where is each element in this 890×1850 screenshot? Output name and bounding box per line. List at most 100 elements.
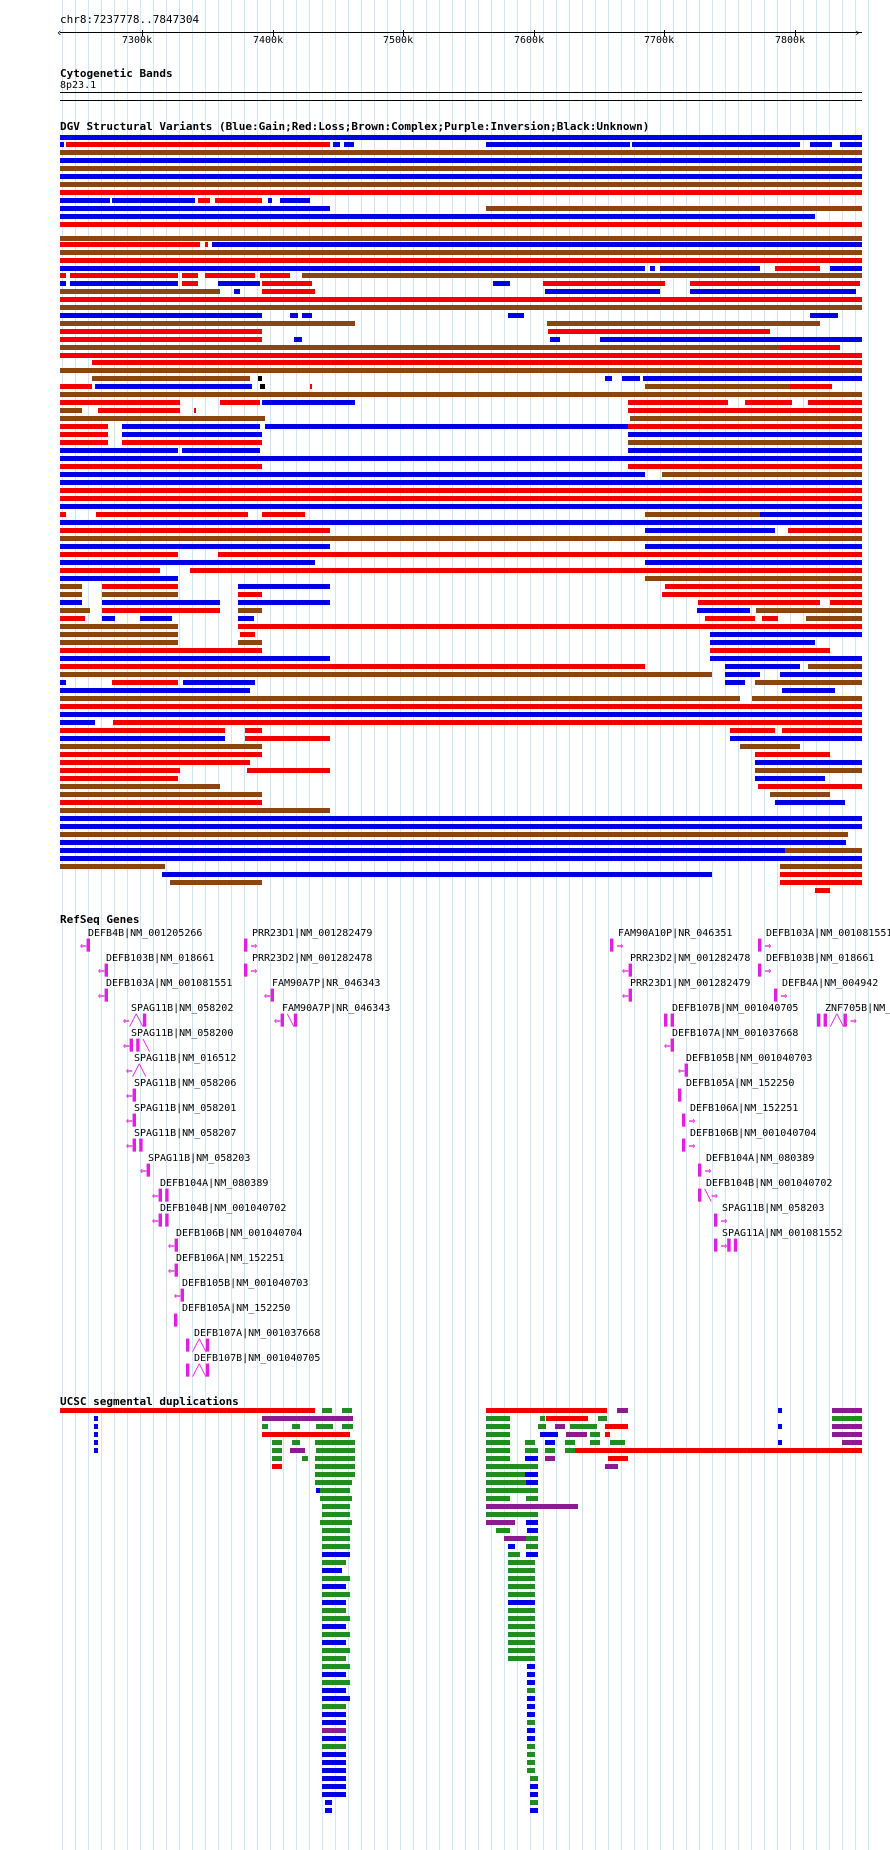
gene-label[interactable]: DEFB106A|NM_152251 <box>176 1253 285 1264</box>
gene-model[interactable]: ⇐▌ <box>140 1164 154 1177</box>
dgv-variant-bar[interactable] <box>645 560 862 565</box>
dgv-variant-bar[interactable] <box>60 432 108 437</box>
dgv-variant-bar[interactable] <box>60 198 110 203</box>
dgv-variant-bar[interactable] <box>240 632 255 637</box>
dgv-variant-bar[interactable] <box>756 608 862 613</box>
gene-model[interactable]: ▌⇒ <box>244 964 258 977</box>
dgv-variant-bar[interactable] <box>60 640 178 645</box>
gene-label[interactable]: ZNF705B|NM_001 <box>825 1003 890 1014</box>
dgv-variant-bar[interactable] <box>645 384 790 389</box>
gene-model[interactable]: ⇐╱╲ <box>126 1064 146 1077</box>
dgv-variant-bar[interactable] <box>775 266 820 271</box>
dgv-variant-bar[interactable] <box>60 592 82 597</box>
segdup-feature[interactable] <box>530 1808 538 1813</box>
gene-model[interactable]: ⇐▌ <box>98 989 112 1002</box>
dgv-variant-bar[interactable] <box>705 616 755 621</box>
segdup-feature[interactable] <box>486 1424 510 1429</box>
segdup-feature[interactable] <box>526 1544 538 1549</box>
dgv-variant-bar[interactable] <box>112 198 195 203</box>
dgv-variant-bar[interactable] <box>730 728 775 733</box>
dgv-variant-bar[interactable] <box>740 744 800 749</box>
dgv-variant-bar[interactable] <box>294 337 302 342</box>
segdup-feature[interactable] <box>316 1488 320 1493</box>
dgv-variant-bar[interactable] <box>60 736 225 741</box>
dgv-variant-bar[interactable] <box>628 400 728 405</box>
segdup-feature[interactable] <box>322 1632 350 1637</box>
dgv-variant-bar[interactable] <box>183 680 255 685</box>
cyto-track-title[interactable]: Cytogenetic Bands <box>60 67 173 80</box>
segdup-feature[interactable] <box>508 1624 535 1629</box>
dgv-variant-bar[interactable] <box>238 640 262 645</box>
dgv-variant-bar[interactable] <box>755 680 862 685</box>
segdup-feature[interactable] <box>590 1432 600 1437</box>
gene-label[interactable]: DEFB107B|NM_001040705 <box>672 1003 799 1014</box>
dgv-variant-bar[interactable] <box>60 281 66 286</box>
dgv-variant-bar[interactable] <box>95 384 252 389</box>
segdup-feature[interactable] <box>262 1432 350 1437</box>
dgv-variant-bar[interactable] <box>60 337 262 342</box>
segdup-feature[interactable] <box>778 1424 782 1429</box>
dgv-variant-bar[interactable] <box>486 142 630 147</box>
gene-label[interactable]: DEFB107B|NM_001040705 <box>194 1353 321 1364</box>
segdup-feature[interactable] <box>565 1448 575 1453</box>
dgv-variant-bar[interactable] <box>60 728 225 733</box>
dgv-variant-bar[interactable] <box>810 142 832 147</box>
gene-model[interactable]: ⇐▌▌╲ <box>123 1039 150 1052</box>
dgv-variant-bar[interactable] <box>290 313 298 318</box>
segdup-feature[interactable] <box>322 1512 350 1517</box>
gene-label[interactable]: FAM90A7P|NR_046343 <box>272 978 381 989</box>
dgv-variant-bar[interactable] <box>60 808 330 813</box>
gene-label[interactable]: DEFB103A|NM_001081551 <box>106 978 233 989</box>
dgv-variant-bar[interactable] <box>650 266 655 271</box>
gene-label[interactable]: DEFB103B|NM_018661 <box>766 953 875 964</box>
segdup-feature[interactable] <box>545 1440 555 1445</box>
dgv-variant-bar[interactable] <box>780 864 862 869</box>
gene-model[interactable]: ▌ <box>678 1089 685 1102</box>
dgv-variant-bar[interactable] <box>60 632 178 637</box>
segdup-feature[interactable] <box>508 1584 535 1589</box>
segdup-feature[interactable] <box>545 1448 555 1453</box>
dgv-variant-bar[interactable] <box>60 353 862 358</box>
segdup-feature[interactable] <box>322 1624 346 1629</box>
segdup-feature[interactable] <box>272 1440 282 1445</box>
segdup-feature[interactable] <box>778 1408 782 1413</box>
segdup-feature[interactable] <box>527 1696 535 1701</box>
dgv-variant-bar[interactable] <box>182 448 260 453</box>
dgv-variant-bar[interactable] <box>60 190 862 195</box>
dgv-variant-bar[interactable] <box>182 273 198 278</box>
dgv-variant-bar[interactable] <box>122 440 262 445</box>
dgv-variant-bar[interactable] <box>122 432 262 437</box>
gene-model[interactable]: ⇐▌ <box>80 939 94 952</box>
dgv-variant-bar[interactable] <box>645 528 775 533</box>
dgv-variant-bar[interactable] <box>302 313 312 318</box>
dgv-variant-bar[interactable] <box>60 856 862 861</box>
segdup-feature[interactable] <box>526 1464 538 1469</box>
segdup-feature[interactable] <box>486 1512 538 1517</box>
dgv-variant-bar[interactable] <box>710 656 862 661</box>
segdup-feature[interactable] <box>525 1440 535 1445</box>
dgv-variant-bar[interactable] <box>60 258 862 263</box>
segdup-feature[interactable] <box>320 1496 352 1501</box>
segdup-feature[interactable] <box>508 1576 535 1581</box>
dgv-variant-bar[interactable] <box>70 281 178 286</box>
segdup-feature[interactable] <box>272 1448 282 1453</box>
dgv-variant-bar[interactable] <box>548 329 770 334</box>
segdup-feature[interactable] <box>322 1552 350 1557</box>
dgv-variant-bar[interactable] <box>60 150 862 155</box>
gene-model[interactable]: ▌⇒▌▌ <box>714 1239 741 1252</box>
gene-model[interactable]: ⇐▌▌ <box>152 1214 172 1227</box>
dgv-variant-bar[interactable] <box>710 648 830 653</box>
dgv-variant-bar[interactable] <box>628 464 862 469</box>
dgv-variant-bar[interactable] <box>60 560 315 565</box>
gene-label[interactable]: DEFB104B|NM_001040702 <box>160 1203 287 1214</box>
gene-model[interactable]: ⇐▌▌ <box>126 1139 146 1152</box>
dgv-variant-bar[interactable] <box>755 752 830 757</box>
gene-model[interactable]: ▌⇒ <box>774 989 788 1002</box>
dgv-variant-bar[interactable] <box>215 198 262 203</box>
segdup-feature[interactable] <box>322 1544 350 1549</box>
segdup-feature[interactable] <box>322 1576 350 1581</box>
dgv-variant-bar[interactable] <box>628 448 862 453</box>
segdup-feature[interactable] <box>546 1416 588 1421</box>
segdup-feature[interactable] <box>527 1720 535 1725</box>
dgv-variant-bar[interactable] <box>60 297 862 302</box>
